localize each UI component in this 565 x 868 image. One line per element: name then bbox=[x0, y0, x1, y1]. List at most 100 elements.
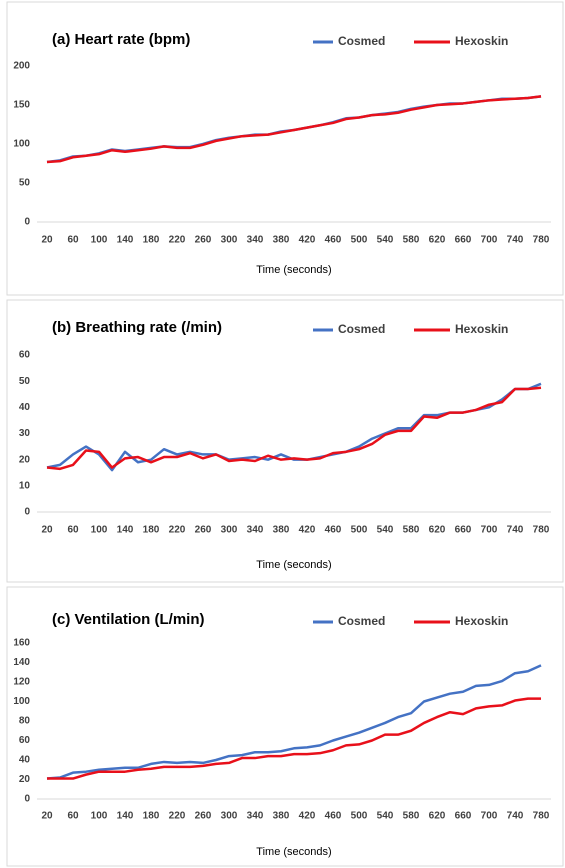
x-tick-label: 700 bbox=[481, 525, 498, 536]
x-tick-label: 180 bbox=[143, 525, 160, 536]
x-tick-label: 700 bbox=[481, 235, 498, 246]
y-tick-label: 60 bbox=[19, 735, 31, 746]
panel-frame bbox=[6, 1, 564, 296]
x-tick-label: 340 bbox=[247, 525, 264, 536]
y-tick-label: 0 bbox=[24, 794, 30, 805]
x-tick-label: 300 bbox=[221, 811, 238, 822]
x-tick-label: 500 bbox=[351, 235, 368, 246]
x-tick-label: 380 bbox=[273, 525, 290, 536]
y-tick-label: 100 bbox=[13, 139, 30, 150]
x-tick-label: 140 bbox=[117, 811, 134, 822]
x-tick-label: 420 bbox=[299, 235, 316, 246]
x-tick-label: 380 bbox=[273, 235, 290, 246]
x-tick-label: 740 bbox=[507, 235, 524, 246]
x-tick-label: 620 bbox=[429, 525, 446, 536]
x-tick-label: 60 bbox=[67, 525, 79, 536]
legend-label: Hexoskin bbox=[455, 614, 508, 628]
x-tick-label: 140 bbox=[117, 525, 134, 536]
chart-title: (c) Ventilation (L/min) bbox=[52, 611, 205, 628]
x-tick-label: 60 bbox=[67, 235, 79, 246]
y-tick-label: 200 bbox=[13, 61, 30, 72]
y-tick-label: 0 bbox=[24, 507, 30, 518]
y-tick-label: 40 bbox=[19, 755, 31, 766]
x-tick-label: 260 bbox=[195, 525, 212, 536]
x-tick-label: 340 bbox=[247, 235, 264, 246]
x-tick-label: 740 bbox=[507, 525, 524, 536]
legend-label: Hexoskin bbox=[455, 322, 508, 336]
x-tick-label: 260 bbox=[195, 811, 212, 822]
data-line bbox=[46, 664, 542, 780]
legend-label: Hexoskin bbox=[455, 34, 508, 48]
chart-title: (b) Breathing rate (/min) bbox=[52, 319, 222, 336]
x-tick-label: 580 bbox=[403, 235, 420, 246]
y-tick-label: 100 bbox=[13, 696, 30, 707]
legend-label: Cosmed bbox=[338, 614, 385, 628]
x-tick-label: 20 bbox=[41, 811, 53, 822]
y-tick-label: 160 bbox=[13, 638, 30, 649]
y-tick-label: 120 bbox=[13, 677, 30, 688]
x-tick-label: 220 bbox=[169, 525, 186, 536]
y-tick-label: 20 bbox=[19, 774, 31, 785]
x-tick-label: 540 bbox=[377, 525, 394, 536]
x-tick-label: 220 bbox=[169, 811, 186, 822]
x-tick-label: 100 bbox=[91, 811, 108, 822]
y-tick-label: 50 bbox=[19, 376, 31, 387]
x-tick-label: 260 bbox=[195, 235, 212, 246]
x-tick-label: 140 bbox=[117, 235, 134, 246]
x-tick-label: 420 bbox=[299, 525, 316, 536]
x-tick-label: 780 bbox=[533, 525, 550, 536]
x-axis-title: Time (seconds) bbox=[256, 846, 331, 858]
x-tick-label: 660 bbox=[455, 811, 472, 822]
x-tick-label: 180 bbox=[143, 235, 160, 246]
y-tick-label: 80 bbox=[19, 716, 31, 727]
x-tick-label: 580 bbox=[403, 811, 420, 822]
x-tick-label: 660 bbox=[455, 235, 472, 246]
x-tick-label: 180 bbox=[143, 811, 160, 822]
x-tick-label: 660 bbox=[455, 525, 472, 536]
x-tick-label: 620 bbox=[429, 811, 446, 822]
x-tick-label: 780 bbox=[533, 811, 550, 822]
x-tick-label: 540 bbox=[377, 235, 394, 246]
x-axis-title: Time (seconds) bbox=[256, 264, 331, 276]
x-axis-title: Time (seconds) bbox=[256, 559, 331, 571]
x-tick-label: 780 bbox=[533, 235, 550, 246]
panel-frame bbox=[6, 299, 564, 583]
y-tick-label: 60 bbox=[19, 350, 31, 361]
legend-label: Cosmed bbox=[338, 322, 385, 336]
y-tick-label: 20 bbox=[19, 454, 31, 465]
x-tick-label: 500 bbox=[351, 811, 368, 822]
legend-label: Cosmed bbox=[338, 34, 385, 48]
x-tick-label: 540 bbox=[377, 811, 394, 822]
x-tick-label: 460 bbox=[325, 235, 342, 246]
y-tick-label: 40 bbox=[19, 402, 31, 413]
x-tick-label: 300 bbox=[221, 235, 238, 246]
data-line bbox=[46, 95, 542, 164]
y-tick-label: 150 bbox=[13, 100, 30, 111]
x-tick-label: 500 bbox=[351, 525, 368, 536]
x-tick-label: 60 bbox=[67, 811, 79, 822]
x-tick-label: 20 bbox=[41, 525, 53, 536]
x-tick-label: 420 bbox=[299, 811, 316, 822]
y-tick-label: 10 bbox=[19, 480, 31, 491]
x-tick-label: 380 bbox=[273, 811, 290, 822]
chart-title: (a) Heart rate (bpm) bbox=[52, 31, 190, 48]
x-tick-label: 300 bbox=[221, 525, 238, 536]
x-tick-label: 460 bbox=[325, 811, 342, 822]
x-tick-label: 740 bbox=[507, 811, 524, 822]
y-tick-label: 0 bbox=[24, 217, 30, 228]
panel-frame bbox=[6, 586, 564, 867]
x-tick-label: 100 bbox=[91, 525, 108, 536]
y-tick-label: 30 bbox=[19, 428, 31, 439]
data-line bbox=[47, 697, 541, 780]
x-tick-label: 700 bbox=[481, 811, 498, 822]
x-tick-label: 620 bbox=[429, 235, 446, 246]
x-tick-label: 340 bbox=[247, 811, 264, 822]
x-tick-label: 220 bbox=[169, 235, 186, 246]
x-tick-label: 580 bbox=[403, 525, 420, 536]
y-tick-label: 140 bbox=[13, 657, 30, 668]
x-tick-label: 20 bbox=[41, 235, 53, 246]
y-tick-label: 50 bbox=[19, 178, 31, 189]
data-line bbox=[46, 386, 542, 471]
x-tick-label: 100 bbox=[91, 235, 108, 246]
